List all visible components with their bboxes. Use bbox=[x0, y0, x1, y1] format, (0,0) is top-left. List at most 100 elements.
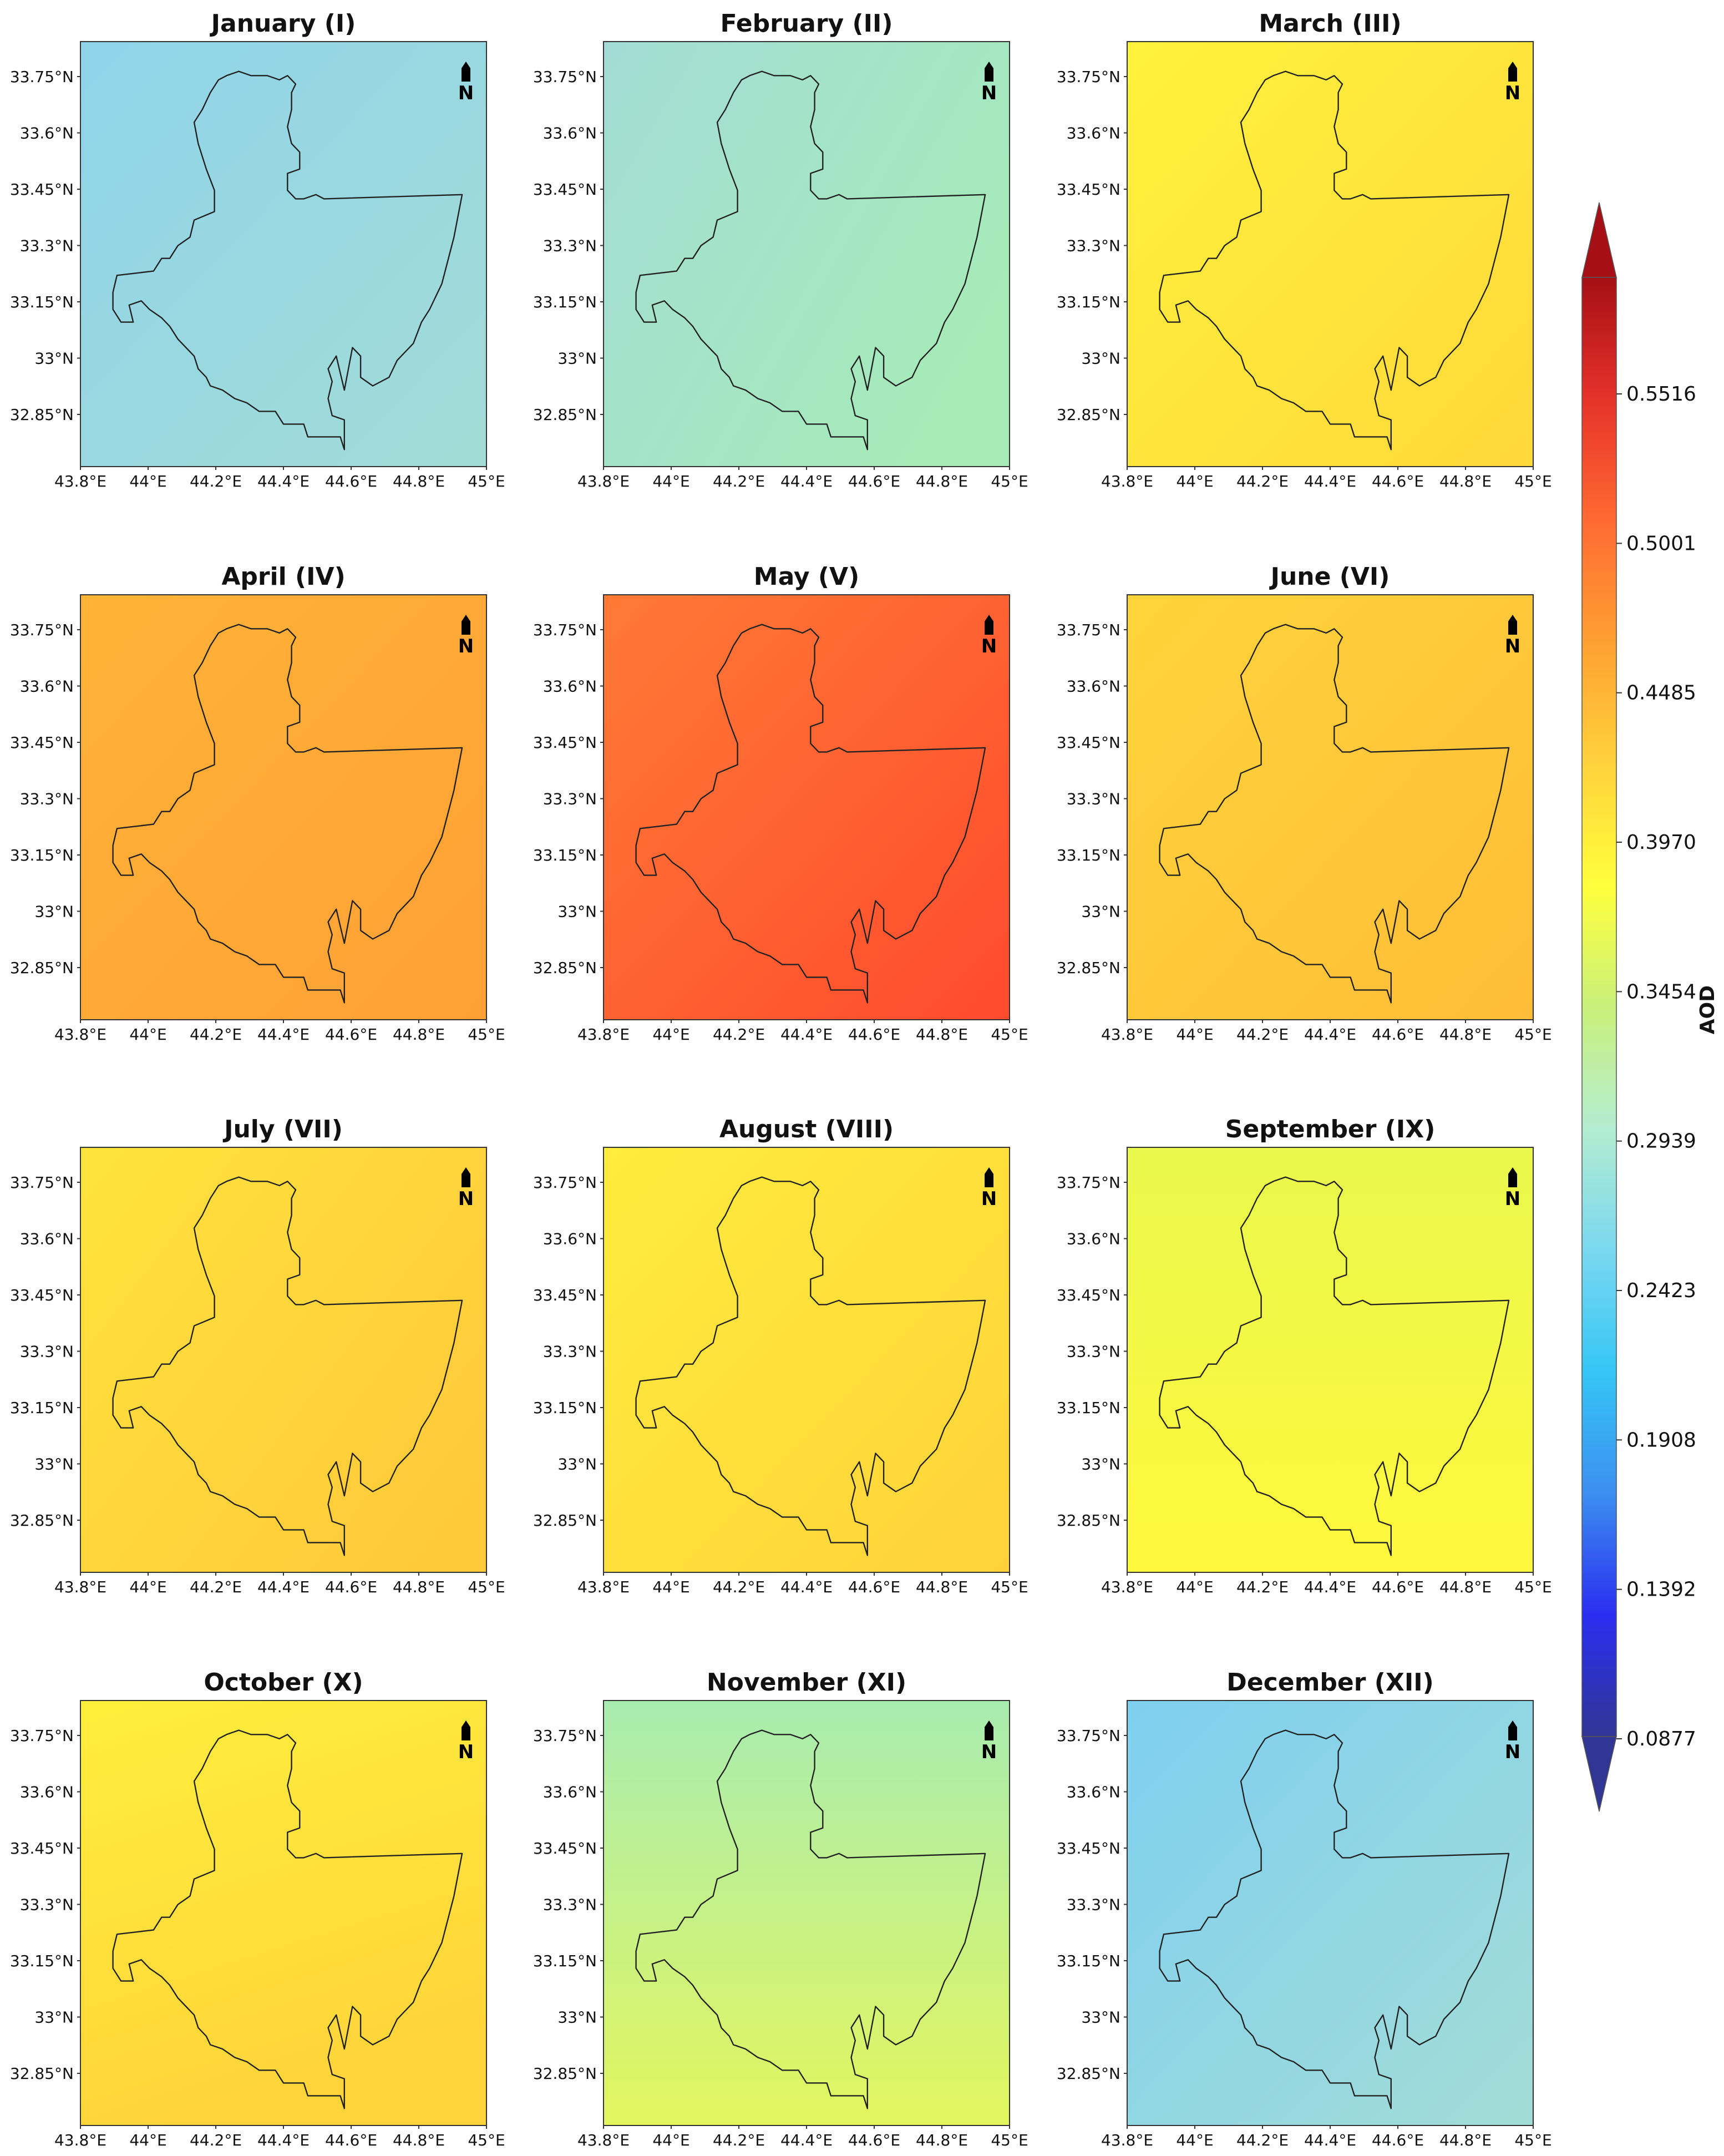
lat-tick-label: 33.3°N bbox=[543, 1896, 597, 1914]
lat-tick-label: 32.85°N bbox=[1057, 406, 1120, 424]
lat-tick-label: 33.3°N bbox=[1067, 790, 1120, 808]
lon-tick-label: 44.4°E bbox=[1304, 1025, 1356, 1044]
district-boundary bbox=[635, 1729, 986, 2109]
lat-tick-label: 33.3°N bbox=[543, 1343, 597, 1361]
lon-tick-label: 44°E bbox=[129, 1578, 166, 1596]
lon-tick-label: 44°E bbox=[652, 2131, 689, 2149]
lon-tick-label: 43.8°E bbox=[54, 1025, 107, 1044]
north-arrow-icon: N bbox=[981, 615, 997, 657]
lat-tick-label: 32.85°N bbox=[1057, 959, 1120, 977]
lon-tick-label: 44.6°E bbox=[848, 1578, 900, 1596]
panel-title: February (II) bbox=[721, 9, 893, 38]
north-arrow-icon: N bbox=[458, 62, 474, 104]
lat-tick-label: 33.45°N bbox=[533, 1839, 597, 1858]
lon-tick-label: 44.2°E bbox=[713, 1578, 765, 1596]
lon-tick-label: 44.6°E bbox=[1372, 472, 1424, 490]
lon-tick-label: 43.8°E bbox=[1101, 1578, 1153, 1596]
north-arrow-icon: N bbox=[1505, 1720, 1520, 1763]
lon-tick-label: 44.6°E bbox=[325, 472, 377, 490]
lon-tick-label: 44.4°E bbox=[257, 1578, 310, 1596]
lat-tick-label: 32.85°N bbox=[533, 2064, 597, 2083]
lat-tick-label: 33.45°N bbox=[1057, 180, 1120, 199]
colorbar-tick-label: 0.3970 bbox=[1626, 831, 1696, 854]
lon-tick-label: 44.4°E bbox=[780, 2131, 833, 2149]
lat-tick-label: 33°N bbox=[34, 1455, 74, 1474]
north-arrow-icon: N bbox=[458, 1167, 474, 1210]
lat-tick-label: 33.75°N bbox=[10, 1173, 74, 1192]
lat-tick-label: 32.85°N bbox=[10, 1511, 74, 1530]
district-boundary bbox=[1159, 1176, 1510, 1556]
lat-tick-label: 33.15°N bbox=[10, 293, 74, 311]
lat-tick-label: 33.15°N bbox=[1057, 1399, 1120, 1417]
aod-field bbox=[604, 42, 1010, 467]
lat-tick-label: 33°N bbox=[557, 350, 597, 368]
lon-tick-label: 43.8°E bbox=[577, 1025, 630, 1044]
north-arrow-label: N bbox=[1505, 635, 1520, 657]
lon-tick-label: 45°E bbox=[468, 472, 505, 490]
aod-field bbox=[604, 1700, 1010, 2125]
lon-tick-label: 44.4°E bbox=[1304, 2131, 1356, 2149]
lon-tick-label: 44.8°E bbox=[393, 472, 445, 490]
lon-tick-label: 44.8°E bbox=[1439, 2131, 1492, 2149]
lat-tick-label: 33.6°N bbox=[20, 677, 74, 696]
panel-title: October (X) bbox=[204, 1668, 363, 1697]
lat-tick-label: 33.75°N bbox=[533, 621, 597, 639]
lon-tick-label: 44.4°E bbox=[257, 472, 310, 490]
lat-tick-label: 33.45°N bbox=[1057, 1286, 1120, 1304]
colorbar-tick-label: 0.5001 bbox=[1626, 532, 1696, 555]
colorbar-tick-label: 0.2939 bbox=[1626, 1130, 1696, 1153]
lon-tick-label: 45°E bbox=[468, 1025, 505, 1044]
lat-tick-label: 32.85°N bbox=[10, 959, 74, 977]
north-arrow-label: N bbox=[981, 635, 997, 657]
north-arrow-label: N bbox=[458, 1741, 474, 1763]
lon-tick-label: 43.8°E bbox=[1101, 472, 1153, 490]
lat-tick-label: 33.3°N bbox=[20, 790, 74, 808]
lat-tick-label: 33.15°N bbox=[10, 1399, 74, 1417]
lat-tick-label: 33.3°N bbox=[20, 1343, 74, 1361]
lat-tick-label: 33.3°N bbox=[20, 237, 74, 255]
lat-tick-label: 32.85°N bbox=[1057, 1511, 1120, 1530]
aod-field bbox=[604, 1147, 1010, 1572]
lon-tick-label: 45°E bbox=[1514, 472, 1551, 490]
lon-tick-label: 44°E bbox=[129, 472, 166, 490]
lat-tick-label: 33°N bbox=[557, 2008, 597, 2027]
lat-tick-label: 32.85°N bbox=[10, 406, 74, 424]
colorbar-tick-label: 0.5516 bbox=[1626, 383, 1696, 406]
lat-tick-label: 33.15°N bbox=[533, 1952, 597, 1970]
district-boundary bbox=[1159, 624, 1510, 1004]
lat-tick-label: 33.3°N bbox=[543, 790, 597, 808]
lat-tick-label: 33.6°N bbox=[20, 1230, 74, 1248]
lat-tick-label: 33°N bbox=[34, 903, 74, 921]
colorbar-ramp bbox=[1581, 277, 1617, 1737]
north-arrow-label: N bbox=[458, 82, 474, 104]
district-boundary bbox=[635, 1176, 986, 1556]
north-arrow-icon: N bbox=[981, 1167, 997, 1210]
lat-tick-label: 33.45°N bbox=[10, 180, 74, 199]
lon-tick-label: 44.8°E bbox=[1439, 472, 1492, 490]
north-arrow-icon: N bbox=[981, 62, 997, 104]
aod-field bbox=[80, 1147, 486, 1572]
lat-tick-label: 33.45°N bbox=[533, 733, 597, 752]
lat-tick-label: 33.45°N bbox=[533, 1286, 597, 1304]
lat-tick-label: 32.85°N bbox=[533, 959, 597, 977]
colorbar-tick-label: 0.0877 bbox=[1626, 1728, 1696, 1750]
lat-tick-label: 33.15°N bbox=[533, 1399, 597, 1417]
lat-tick-label: 33.15°N bbox=[1057, 1952, 1120, 1970]
district-boundary bbox=[112, 70, 463, 451]
lat-tick-label: 32.85°N bbox=[10, 2064, 74, 2083]
panel-title: January (I) bbox=[210, 9, 356, 38]
aod-field bbox=[80, 42, 486, 467]
lon-tick-label: 44.2°E bbox=[1236, 472, 1289, 490]
lat-tick-label: 33°N bbox=[1081, 350, 1120, 368]
aod-field bbox=[1127, 42, 1533, 467]
lat-tick-label: 33.6°N bbox=[20, 1783, 74, 1801]
lon-tick-label: 44.8°E bbox=[916, 472, 968, 490]
colorbar-tick-label: 0.1392 bbox=[1626, 1578, 1696, 1601]
lon-tick-label: 44.6°E bbox=[325, 2131, 377, 2149]
lon-tick-label: 44°E bbox=[652, 1025, 689, 1044]
lon-tick-label: 44.2°E bbox=[190, 472, 242, 490]
lon-tick-label: 44.4°E bbox=[257, 1025, 310, 1044]
lon-tick-label: 44.6°E bbox=[325, 1025, 377, 1044]
lon-tick-label: 44°E bbox=[652, 472, 689, 490]
